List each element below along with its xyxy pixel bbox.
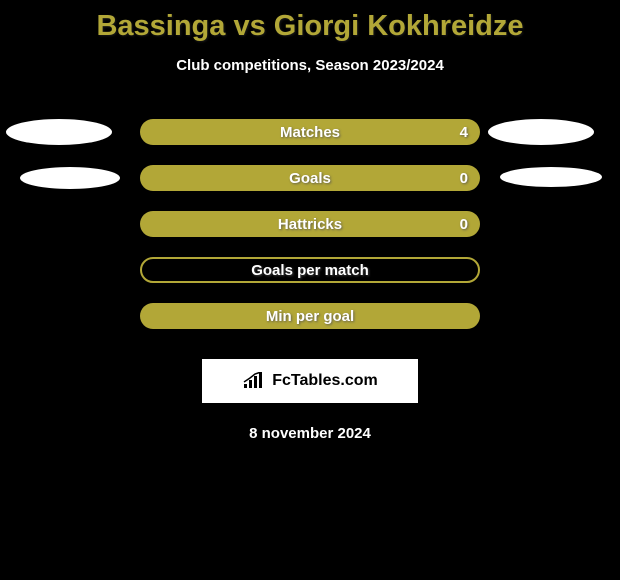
stat-bar-matches: Matches 4 [140, 119, 480, 145]
stat-value: 0 [460, 170, 468, 187]
stat-row: Hattricks 0 [0, 201, 620, 247]
page-title: Bassinga vs Giorgi Kokhreidze [0, 0, 620, 43]
stat-label: Matches [280, 124, 340, 141]
stat-bar-goals-per-match: Goals per match [140, 257, 480, 283]
comparison-infographic: Bassinga vs Giorgi Kokhreidze Club compe… [0, 0, 620, 442]
stat-row: Min per goal [0, 293, 620, 339]
stat-bar-hattricks: Hattricks 0 [140, 211, 480, 237]
stat-bar-min-per-goal: Min per goal [140, 303, 480, 329]
stat-row: Goals 0 [0, 155, 620, 201]
stat-value: 0 [460, 216, 468, 233]
date-text: 8 november 2024 [0, 425, 620, 442]
logo-box: FcTables.com [202, 359, 418, 403]
stat-bar-goals: Goals 0 [140, 165, 480, 191]
stat-label: Min per goal [266, 308, 354, 325]
subtitle: Club competitions, Season 2023/2024 [0, 57, 620, 74]
stats-area: Matches 4 Goals 0 Hattricks 0 Goals per … [0, 109, 620, 339]
stat-label: Goals [289, 170, 331, 187]
chart-icon [242, 372, 266, 390]
stat-label: Goals per match [251, 262, 369, 279]
logo-text: FcTables.com [272, 372, 378, 390]
stat-row: Matches 4 [0, 109, 620, 155]
stat-row: Goals per match [0, 247, 620, 293]
stat-label: Hattricks [278, 216, 342, 233]
stat-value: 4 [460, 124, 468, 141]
